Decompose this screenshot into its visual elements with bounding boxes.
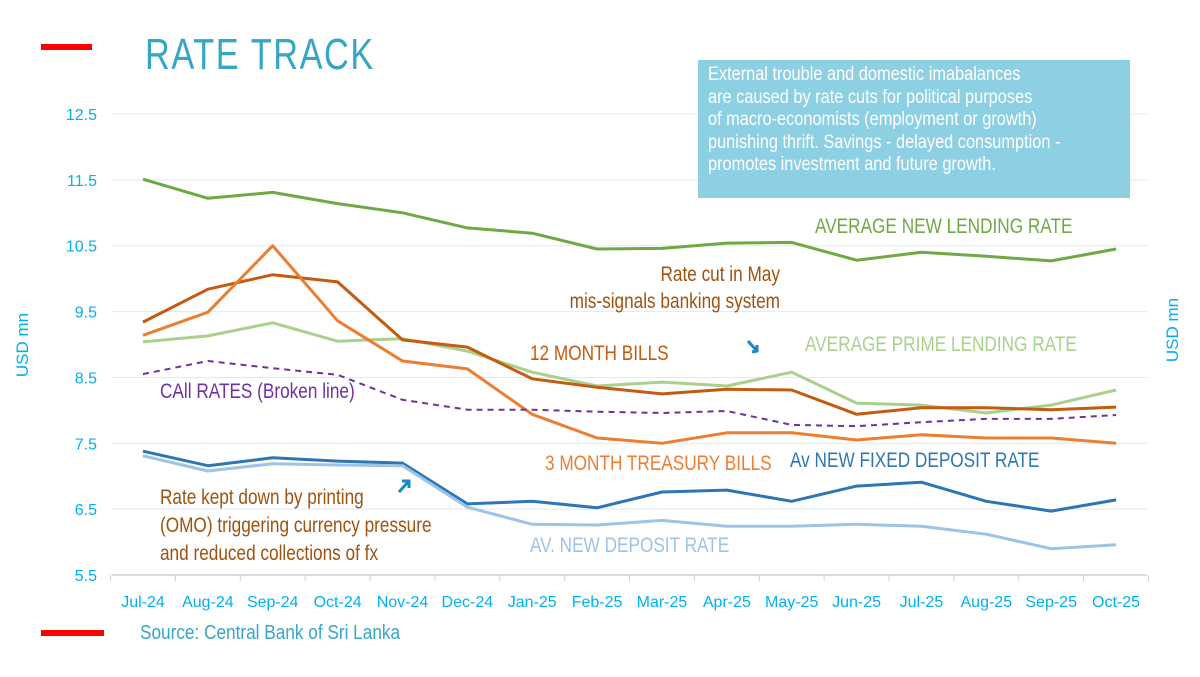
- note-line: promotes investment and future growth.: [708, 154, 996, 175]
- x-tick-label: Jul-25: [900, 594, 944, 611]
- y-tick-label: 12.5: [66, 107, 97, 124]
- y-tick-label: 5.5: [75, 568, 97, 585]
- series-label: AVERAGE PRIME LENDING RATE: [805, 334, 1077, 357]
- x-tick-label: Mar-25: [637, 594, 688, 611]
- series-label: 12 MONTH BILLS: [530, 343, 669, 366]
- x-tick-label: Apr-25: [703, 594, 751, 611]
- series-label: AV. NEW DEPOSIT RATE: [530, 535, 729, 558]
- x-tick-label: Sep-24: [247, 594, 299, 611]
- accent-bar-bottom: [41, 630, 104, 636]
- annotation-text: Rate cut in May: [660, 264, 780, 287]
- y-tick-label: 9.5: [75, 305, 97, 322]
- series-line-6: [142, 454, 1117, 551]
- x-tick-label: Nov-24: [377, 594, 429, 611]
- annotation-text: mis-signals banking system: [570, 291, 780, 314]
- x-tick-label: Jan-25: [508, 594, 557, 611]
- annotation-text: Rate kept down by printing: [160, 487, 364, 510]
- commentary-box: External trouble and domestic imabalance…: [698, 60, 1130, 198]
- y-tick-label: 8.5: [75, 370, 97, 387]
- x-tick-label: Aug-24: [182, 594, 234, 611]
- series-line-3: [142, 244, 1117, 445]
- x-tick-label: Jun-25: [832, 594, 881, 611]
- note-line: of macro-economists (employment or growt…: [708, 109, 1037, 130]
- annotation-text: and reduced collections of fx: [160, 543, 378, 566]
- note-line: punishing thrift. Savings - delayed cons…: [708, 131, 1061, 153]
- note-line: External trouble and domestic imabalance…: [708, 64, 1021, 85]
- annotation-text: (OMO) triggering currency pressure: [160, 515, 432, 538]
- y-tick-label: 10.5: [66, 239, 97, 256]
- accent-bar-top: [41, 44, 92, 50]
- y-axis-title-left: USD mn: [13, 313, 32, 377]
- y-tick-label: 7.5: [75, 436, 97, 453]
- source-note: Source: Central Bank of Sri Lanka: [140, 622, 401, 644]
- x-tick-label: Jul-24: [121, 594, 165, 611]
- series-label: 3 MONTH TREASURY BILLS: [545, 453, 772, 476]
- x-tick-label: Feb-25: [572, 594, 623, 611]
- series-label: CAll RATES (Broken line): [160, 381, 355, 404]
- x-tick-label: May-25: [765, 594, 818, 611]
- y-tick-label: 6.5: [75, 502, 97, 519]
- arrow-down-right-icon: [746, 340, 759, 354]
- x-tick-label: Sep-25: [1025, 594, 1077, 611]
- series-label: AVERAGE NEW LENDING RATE: [815, 216, 1072, 239]
- page-title: RATE TRACK: [145, 30, 375, 79]
- arrow-up-right-icon: [397, 479, 411, 494]
- series-line-5: [142, 449, 1117, 513]
- y-tick-label: 11.5: [67, 173, 97, 190]
- note-line: are caused by rate cuts for political pu…: [708, 86, 1033, 108]
- x-tick-label: Oct-24: [314, 594, 362, 611]
- x-tick-label: Dec-24: [442, 594, 494, 611]
- series-line-0: [142, 177, 1117, 263]
- x-tick-label: Oct-25: [1092, 594, 1140, 611]
- x-tick-label: Aug-25: [961, 594, 1013, 611]
- y-axis-title-right: USD mn: [1163, 298, 1182, 362]
- series-label: Av NEW FIXED DEPOSIT RATE: [790, 450, 1040, 473]
- series-line-2: [142, 273, 1117, 416]
